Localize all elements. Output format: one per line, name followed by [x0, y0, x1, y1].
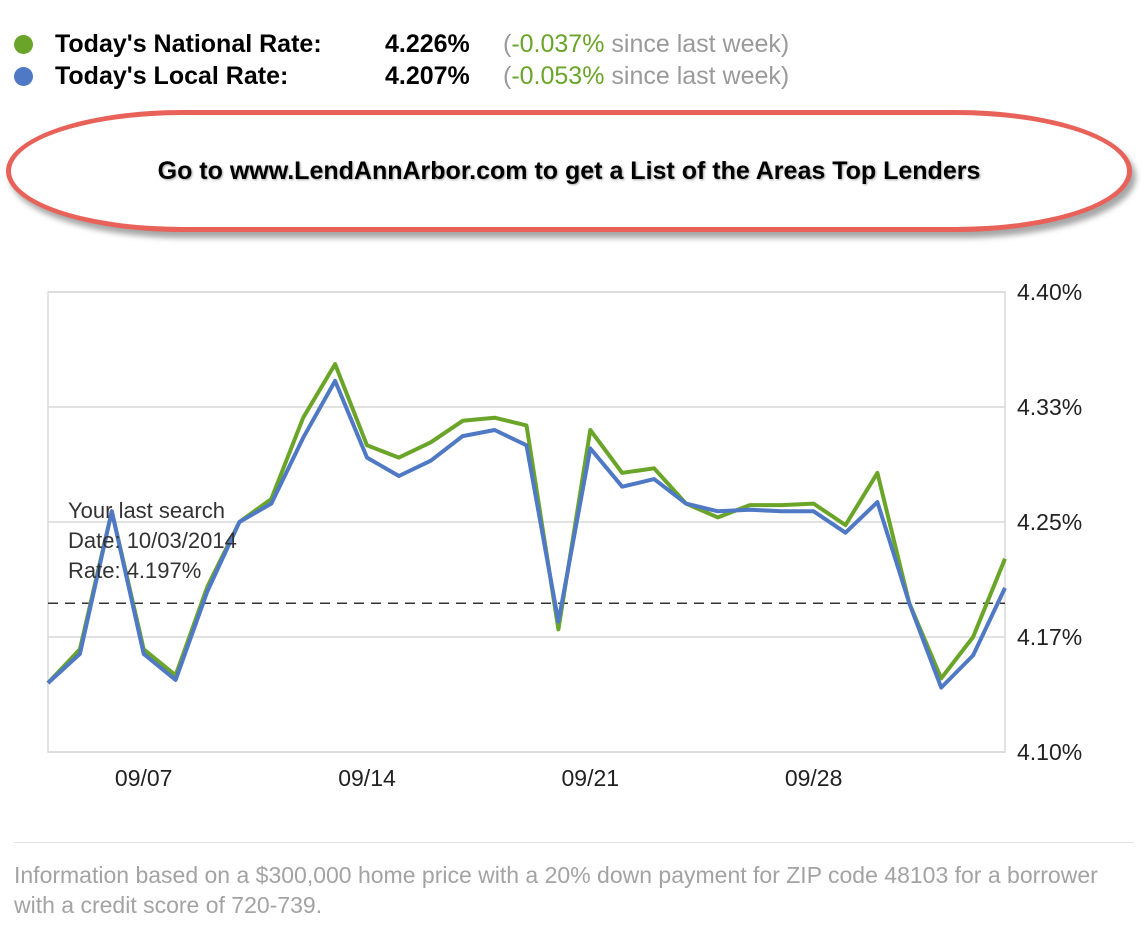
tooltip-date: Date: 10/03/2014: [68, 528, 237, 553]
local-change-open: (: [503, 61, 512, 90]
local-rate-line: [46, 378, 1007, 690]
x-tick-label: 09/07: [115, 765, 173, 791]
national-rate-value: 4.226%: [385, 29, 470, 58]
y-tick-label: 4.25%: [1017, 509, 1082, 535]
local-rate-change: (-0.053% since last week): [503, 62, 789, 91]
lender-banner[interactable]: Go to www.LendAnnArbor.com to get a List…: [6, 110, 1132, 232]
local-rate-row: Today's Local Rate: 4.207% (-0.053% sinc…: [14, 60, 789, 92]
national-rate-change: (-0.037% since last week): [503, 30, 789, 59]
x-tick-label: 09/21: [562, 765, 620, 791]
local-rate-dot-icon: [14, 66, 33, 86]
local-rate-label: Today's Local Rate:: [55, 61, 289, 90]
rate-history-chart: 4.40% 4.33% 4.25% 4.17% 4.10% 09/07 09/14 09/2…: [46, 279, 1082, 791]
lender-banner-text[interactable]: Go to www.LendAnnArbor.com to get a List…: [157, 156, 981, 185]
national-rate-row: Today's National Rate: 4.226% (-0.037% s…: [14, 28, 789, 60]
y-tick-label: 4.10%: [1017, 739, 1082, 765]
national-change-close: since last week): [604, 29, 790, 58]
tooltip-title: Your last search: [68, 498, 225, 523]
y-tick-label: 4.40%: [1017, 279, 1082, 305]
local-change-close: since last week): [604, 61, 790, 90]
y-tick-label: 4.33%: [1017, 394, 1082, 420]
footnote-text: Information based on a $300,000 home pri…: [14, 862, 1098, 918]
tooltip-rate: Rate: 4.197%: [68, 558, 201, 583]
last-search-tooltip: Your last search Date: 10/03/2014 Rate: …: [68, 498, 237, 583]
national-rate-dot-icon: [14, 34, 33, 54]
local-change-value: -0.053%: [511, 61, 605, 90]
x-tick-label: 09/28: [785, 765, 843, 791]
x-tick-label: 09/14: [338, 765, 396, 791]
y-tick-label: 4.17%: [1017, 624, 1082, 650]
footer-divider: [14, 842, 1134, 843]
national-change-open: (: [503, 29, 512, 58]
national-change-value: -0.037%: [511, 29, 605, 58]
local-rate-value: 4.207%: [385, 61, 470, 90]
national-rate-label: Today's National Rate:: [55, 29, 322, 58]
